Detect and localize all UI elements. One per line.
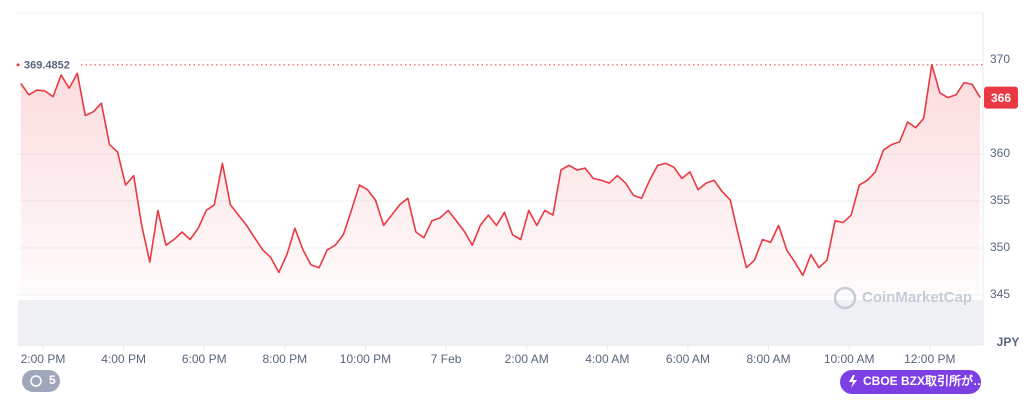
- x-tick-label: 6:00 AM: [666, 352, 710, 366]
- x-tick-label: 10:00 AM: [824, 352, 875, 366]
- line: [20, 63, 981, 277]
- exchange-button-bg[interactable]: [840, 370, 981, 394]
- current-price-label: 366: [991, 91, 1011, 105]
- volume-area: [18, 300, 983, 345]
- x-tick-label: 2:00 AM: [505, 352, 549, 366]
- x-tick-label: 10:00 PM: [340, 352, 391, 366]
- y-tick-label: 360: [990, 146, 1010, 160]
- reference-label: 369.4852: [24, 60, 70, 72]
- x-tick-label: 12:00 PM: [904, 352, 955, 366]
- exchange-badge[interactable]: CBOE BZX取引所が…: [863, 373, 985, 388]
- reference-dot: [16, 63, 20, 67]
- x-tick-label: 4:00 AM: [585, 352, 629, 366]
- x-tick-label: 6:00 PM: [182, 352, 227, 366]
- x-tick-label: 8:00 PM: [262, 352, 307, 366]
- y-tick-label: 350: [990, 240, 1010, 254]
- history-button[interactable]: 5: [22, 370, 60, 392]
- y-unit: JPY: [997, 335, 1020, 349]
- exchange-button[interactable]: CBOE BZX取引所が…: [840, 370, 985, 394]
- x-tick-label: 2:00 PM: [21, 352, 66, 366]
- reference-label-bg: [20, 57, 78, 72]
- y-tick-label: 370: [990, 52, 1010, 66]
- x-tick-label: 7 Feb: [431, 352, 462, 366]
- bolt-icon: [849, 375, 857, 388]
- x-tick-label: 8:00 AM: [747, 352, 791, 366]
- y-tick-label: 355: [990, 193, 1010, 207]
- watermark-group: CoinMarketCap: [833, 286, 972, 310]
- watermark-logo: [833, 286, 857, 310]
- current-price-bg: [984, 86, 1018, 109]
- y-tick-label: 345: [990, 287, 1010, 301]
- history-badge[interactable]: 5: [49, 373, 56, 387]
- x-tick-label: 4:00 PM: [101, 352, 146, 366]
- history-icon: [30, 375, 42, 387]
- area: [20, 64, 981, 295]
- watermark: CoinMarketCap: [862, 289, 972, 306]
